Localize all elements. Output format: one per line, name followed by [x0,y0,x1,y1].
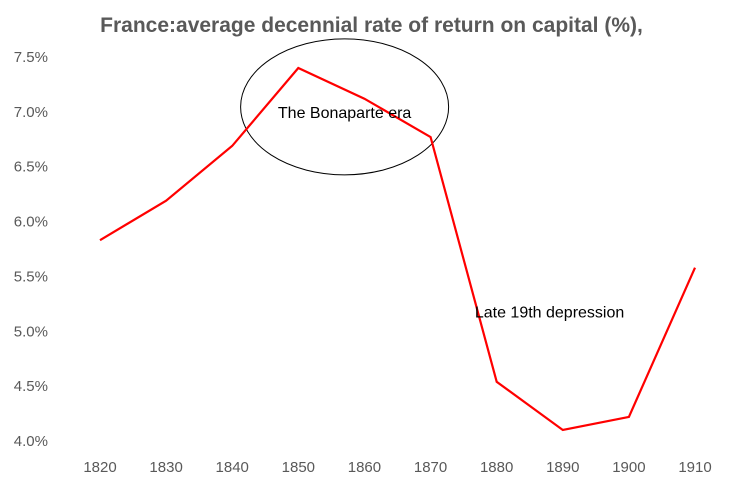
y-tick-label: 4.0% [14,433,48,450]
x-tick-label: 1820 [83,459,116,476]
y-tick-label: 7.0% [14,104,48,121]
x-tick-label: 1910 [678,459,711,476]
x-tick-label: 1850 [282,459,315,476]
y-tick-label: 6.5% [14,159,48,176]
y-tick-label: 5.0% [14,323,48,340]
x-axis: 1820 1830 1840 1850 1860 1870 1880 1890 1900 1910 [83,459,711,476]
x-tick-label: 1890 [546,459,579,476]
series-group [99,66,697,432]
chart-title: France:average decennial rate of return … [100,14,643,37]
x-tick-label: 1840 [216,459,249,476]
x-tick-label: 1900 [612,459,645,476]
x-tick-label: 1860 [348,459,381,476]
y-axis: 4.0% 4.5% 5.0% 5.5% 6.0% 6.5% 7.0% 7.5% [14,49,48,450]
annotation-labels: The Bonaparte era Late 19th depression [278,105,624,322]
y-tick-label: 6.0% [14,214,48,231]
series-line [99,66,697,432]
annotation-shapes [240,38,450,176]
x-tick-label: 1830 [149,459,182,476]
annotation-label: The Bonaparte era [278,105,412,122]
y-tick-label: 5.5% [14,268,48,285]
y-tick-label: 7.5% [14,49,48,66]
x-tick-label: 1880 [480,459,513,476]
x-tick-label: 1870 [414,459,447,476]
annotation-ellipse [240,38,450,176]
annotation-label: Late 19th depression [475,305,624,322]
y-tick-label: 4.5% [14,378,48,395]
